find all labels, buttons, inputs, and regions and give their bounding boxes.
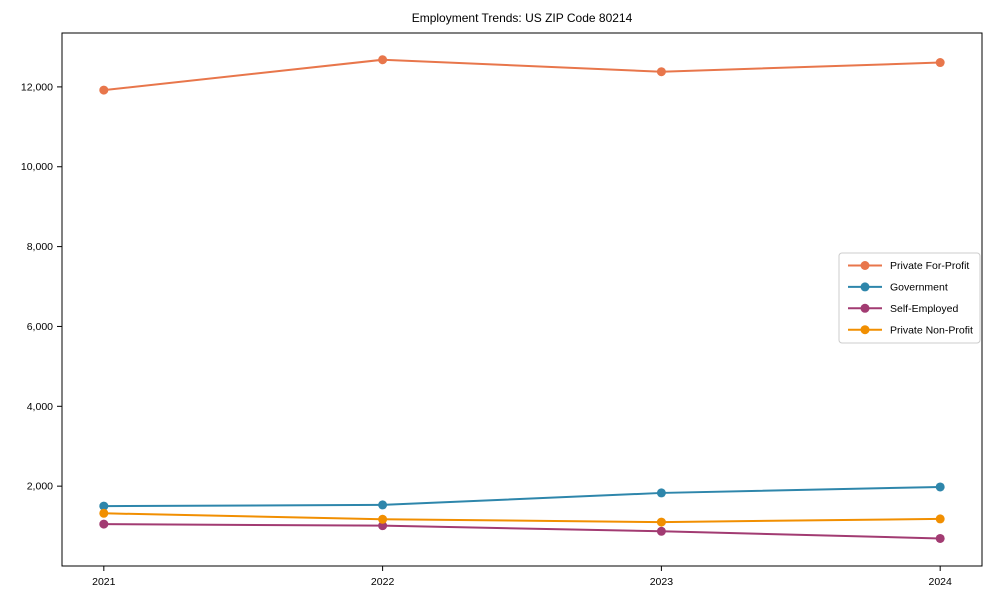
series-line-private-non-profit	[103, 512, 941, 524]
legend-label: Private For-Profit	[890, 260, 969, 272]
data-point-government-2021	[99, 501, 109, 511]
legend: Private For-Profit Government Self-Employe…	[838, 252, 981, 344]
data-point-private-for-profit-2024	[935, 58, 945, 68]
data-point-private-non-profit-2024	[935, 514, 945, 524]
legend-label: Private Non-Profit	[890, 324, 973, 336]
x-tick-label: 2023	[650, 576, 674, 588]
data-point-government-2024	[935, 482, 945, 492]
x-tick-label: 2024	[929, 576, 953, 588]
data-point-private-for-profit-2023	[656, 67, 666, 77]
y-tick-label: 8,000	[27, 241, 53, 253]
y-tick-label: 2,000	[27, 481, 53, 493]
legend-label: Self-Employed	[890, 303, 958, 315]
data-point-private-non-profit-2021	[99, 508, 109, 518]
y-tick-label: 12,000	[21, 81, 53, 93]
legend-label: Government	[890, 282, 948, 294]
legend-box	[838, 252, 981, 344]
legend-marker-icon	[860, 325, 870, 335]
series-line-private-for-profit	[103, 58, 941, 92]
legend-marker-icon	[860, 303, 870, 313]
legend-marker-icon	[860, 282, 870, 292]
plot-area	[61, 32, 983, 567]
data-point-government-2022	[378, 500, 388, 510]
data-point-self-employed-2022	[378, 521, 388, 531]
legend-item-private-non-profit: Private Non-Profit	[848, 324, 973, 336]
legend-marker-icon	[860, 261, 870, 270]
data-point-private-non-profit-2023	[656, 517, 666, 527]
data-point-private-non-profit-2022	[378, 514, 388, 524]
legend-item-private-for-profit: Private For-Profit	[848, 260, 969, 272]
x-tick-label: 2022	[371, 576, 395, 588]
x-tick-label: 2021	[92, 576, 116, 588]
data-point-private-for-profit-2022	[378, 55, 388, 65]
legend-item-self-employed: Self-Employed	[848, 303, 958, 315]
series-line-government	[103, 485, 941, 508]
chart-title: Employment Trends: US ZIP Code 80214	[411, 11, 633, 25]
data-point-government-2023	[656, 488, 666, 498]
data-point-self-employed-2021	[99, 519, 109, 529]
series-line-self-employed	[103, 523, 941, 540]
data-point-private-for-profit-2021	[99, 85, 109, 95]
data-point-self-employed-2023	[656, 526, 666, 536]
legend-item-government: Government	[848, 282, 948, 294]
y-tick-label: 6,000	[27, 321, 53, 333]
y-tick-label: 10,000	[21, 161, 53, 173]
y-tick-label: 4,000	[27, 401, 53, 413]
data-point-self-employed-2024	[935, 533, 945, 543]
